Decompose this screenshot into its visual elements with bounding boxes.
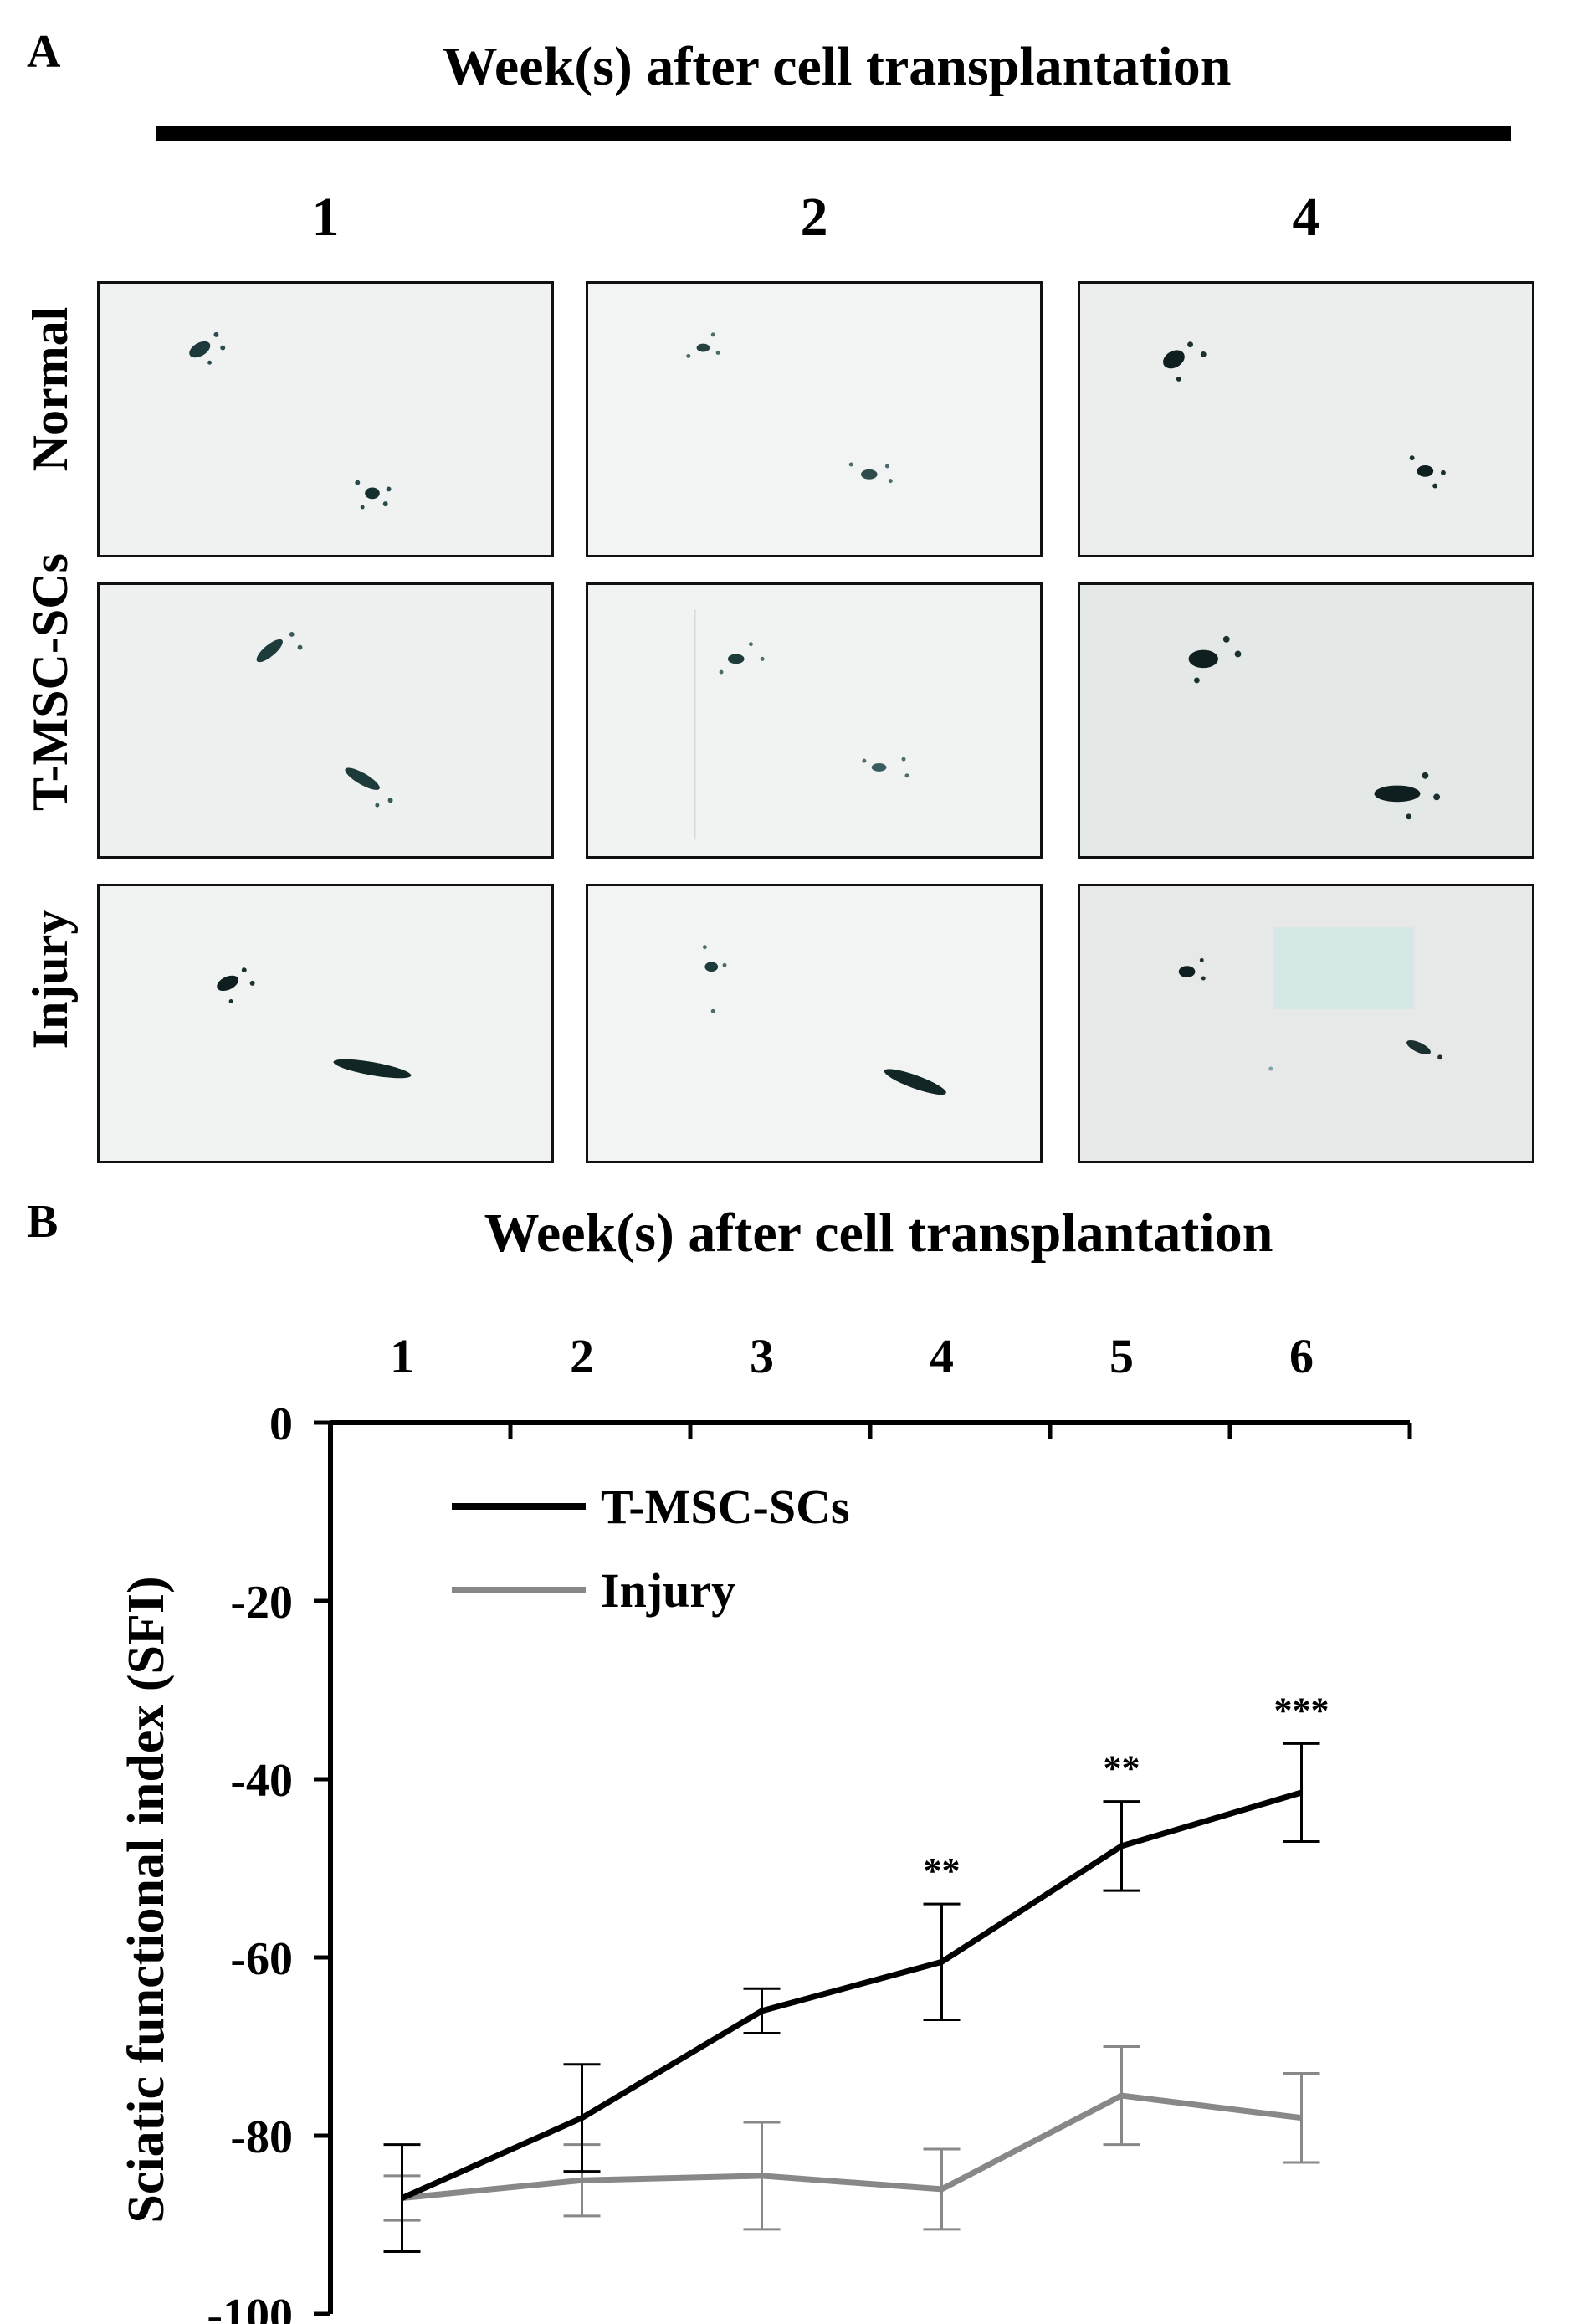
- error-bars: [383, 1742, 1320, 2253]
- significance-marker: **: [924, 1850, 961, 1891]
- x-tick-label: 4: [930, 1329, 954, 1383]
- week-label-1: 1: [311, 187, 340, 248]
- footprint-icon: [686, 332, 893, 484]
- chart-legend: T-MSC-SCs Injury: [452, 1480, 850, 1618]
- row-label-normal: Normal: [23, 306, 78, 472]
- x-tick-label: 2: [570, 1329, 594, 1383]
- footprint-icon: [1188, 635, 1441, 820]
- x-tick-label: 1: [390, 1329, 414, 1383]
- y-tick-label: 0: [269, 1398, 293, 1450]
- footprint-photo-t-msc-scs-week-1: [97, 582, 554, 859]
- footprint-icon: [702, 945, 946, 1095]
- week-label-4: 4: [1292, 187, 1320, 248]
- footprint-icon: [694, 609, 909, 840]
- footprint-photo-t-msc-scs-week-2: [586, 582, 1043, 859]
- series-line: [401, 1789, 1303, 2201]
- footprint-photo-injury-week-2: [586, 884, 1043, 1163]
- y-axis-label: Sciatic functional index (SFI): [118, 1576, 175, 2223]
- footprint-icon: [1163, 341, 1446, 489]
- row-label-t-msc-scs: T-MSC-SCs: [23, 553, 78, 811]
- week-label-2: 2: [800, 187, 828, 248]
- chart-axes: 1 2 3 4 5 6 0 -20 -40 -60 -80 -100: [207, 1329, 1412, 2324]
- footprint-icon: [256, 631, 393, 808]
- legend-label: T-MSC-SCs: [601, 1480, 850, 1534]
- y-tick-label: -80: [230, 2111, 293, 2163]
- series-t-msc-scs: [383, 1742, 1320, 2253]
- y-axis-label-group: Sciatic functional index (SFI): [118, 1576, 175, 2223]
- error-bars: [383, 2045, 1320, 2231]
- footprint-photo-normal-week-4: [1078, 281, 1534, 557]
- x-tick-label: 5: [1109, 1329, 1134, 1383]
- footprint-photo-normal-week-1: [97, 281, 554, 557]
- panel-b-letter: B: [27, 1196, 59, 1248]
- row-label-injury: Injury: [23, 909, 78, 1049]
- x-tick-label: 3: [750, 1329, 774, 1383]
- panel-a-title: Week(s) after cell transplantation: [442, 36, 1232, 97]
- panel-a-title-rule: [156, 126, 1511, 141]
- sfi-line-chart: Week(s) after cell transplantation 1 2 3 4 5…: [118, 1203, 1412, 2324]
- x-tick-label: 6: [1289, 1329, 1314, 1383]
- y-tick-label: -100: [207, 2290, 293, 2324]
- footprint-icon: [217, 967, 412, 1079]
- legend-label: Injury: [601, 1563, 735, 1618]
- y-tick-label: -60: [230, 1933, 293, 1985]
- series-layer: *******: [383, 1690, 1330, 2253]
- series-injury: [383, 2045, 1320, 2231]
- footprint-icon: [1178, 927, 1443, 1071]
- y-tick-label: -20: [230, 1577, 293, 1629]
- chart-title: Week(s) after cell transplantation: [484, 1203, 1273, 1264]
- series-line: [402, 2092, 1302, 2202]
- significance-marker: ***: [1274, 1690, 1330, 1731]
- footprint-photo-normal-week-2: [586, 281, 1043, 557]
- y-tick-label: -40: [230, 1755, 293, 1807]
- significance-marker: **: [1104, 1748, 1140, 1789]
- panel-a-letter: A: [27, 26, 61, 78]
- footprint-photo-injury-week-1: [97, 884, 554, 1163]
- footprint-icon: [189, 331, 392, 510]
- footprint-photo-t-msc-scs-week-4: [1078, 582, 1534, 859]
- footprint-photo-injury-week-4: [1078, 884, 1534, 1163]
